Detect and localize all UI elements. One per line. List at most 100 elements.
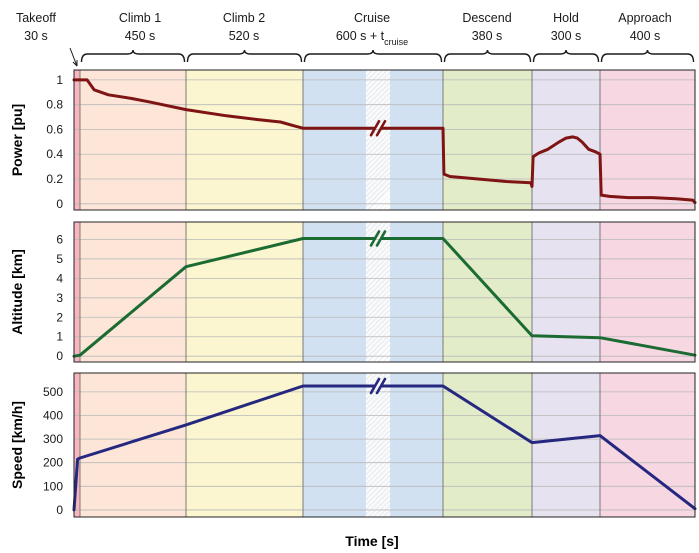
phase-background-takeoff <box>74 70 80 210</box>
ytick-label-altitude: 3 <box>56 291 63 305</box>
power-point <box>532 156 534 158</box>
ytick-label-altitude: 4 <box>56 271 63 285</box>
altitude-break-marker <box>369 230 381 247</box>
ytick-label-speed: 500 <box>43 385 63 399</box>
phase-duration-subscript: cruise <box>384 37 408 47</box>
gap-hatch-line <box>365 462 391 488</box>
gap-hatch-line <box>365 241 391 267</box>
ytick-label-altitude: 0 <box>56 349 63 363</box>
ytick-label-power: 1 <box>56 73 63 87</box>
gap-hatch-line <box>365 281 391 307</box>
y-axis-label-altitude: Altitude [km] <box>9 249 25 335</box>
grid-layer <box>74 70 695 517</box>
gap-hatch-line <box>365 251 391 277</box>
gap-hatch-line <box>365 472 391 498</box>
phase-background-climb-1 <box>80 70 186 210</box>
altitude-point <box>531 335 533 337</box>
gap-hatch-line <box>365 169 391 195</box>
gap-hatch-line <box>365 94 391 120</box>
power-point <box>530 182 532 184</box>
power-point <box>651 197 653 199</box>
gap-hatch-line <box>365 331 391 357</box>
speed-point <box>599 435 601 437</box>
ytick-label-speed: 200 <box>43 456 63 470</box>
phase-brace-descend <box>443 49 532 63</box>
phase-name-label: Climb 2 <box>223 11 265 25</box>
ytick-label-speed: 400 <box>43 408 63 422</box>
gap-hatch-line <box>365 432 391 458</box>
phase-name-label: Hold <box>553 11 579 25</box>
speed-point <box>77 458 79 460</box>
tick-label-layer: 0 0.2 0.4 0.6 0.8 1 0 1 2 3 4 5 6 0 100 200 300 400 500 <box>43 73 63 517</box>
gap-hatch-line <box>365 184 391 210</box>
gap-hatch-line <box>365 452 391 478</box>
gap-hatch-line <box>365 89 391 115</box>
power-point <box>477 178 479 180</box>
phase-background-hold <box>532 70 600 210</box>
phase-background-takeoff <box>74 373 80 517</box>
power-point <box>150 101 152 103</box>
gap-hatch-line <box>365 321 391 347</box>
ytick-label-speed: 100 <box>43 479 63 493</box>
phase-background-approach <box>600 70 695 210</box>
power-point <box>627 197 630 199</box>
gap-hatch-line <box>365 74 391 100</box>
power-point <box>225 115 228 117</box>
panel-frame-altitude <box>73 221 696 363</box>
gap-hatch-line <box>365 139 391 165</box>
power-point <box>86 79 88 81</box>
power-point <box>302 127 304 129</box>
gap-hatch-line <box>365 291 391 317</box>
phase-background-layer <box>74 69 695 533</box>
power-point <box>588 148 590 150</box>
power-point <box>442 127 444 129</box>
gap-hatch-line <box>365 507 391 533</box>
gap-hatch-line <box>365 422 391 448</box>
gap-hatch-line <box>365 104 391 130</box>
gap-hatch-line <box>365 306 391 332</box>
gap-hatch-line <box>365 477 391 503</box>
speed-break-marker <box>375 377 387 395</box>
gap-hatch-line <box>365 79 391 105</box>
gap-hatch-line <box>365 397 391 423</box>
gap-hatch-line <box>365 412 391 438</box>
gap-hatch-line <box>365 417 391 443</box>
ytick-label-power: 0.4 <box>46 147 63 161</box>
x-axis-label: Time [s] <box>345 533 398 549</box>
phase-brace-climb-1 <box>80 49 186 63</box>
speed-point <box>185 424 187 426</box>
power-point <box>93 89 95 91</box>
phase-name-label: Takeoff <box>16 11 57 25</box>
gap-hatch-line <box>365 392 391 418</box>
altitude-break-marker <box>375 230 387 247</box>
gap-hatch-line <box>365 447 391 473</box>
phase-name-label: Cruise <box>354 11 390 25</box>
gap-hatch-line <box>365 286 391 312</box>
power-point <box>599 153 601 155</box>
gap-hatch-line <box>365 256 391 282</box>
phase-brace-cruise <box>303 49 443 63</box>
power-point <box>558 141 560 143</box>
gap-hatch-line <box>365 164 391 190</box>
power-line-before-break <box>72 78 376 130</box>
gap-hatch-line <box>365 482 391 508</box>
speed-point <box>79 457 81 459</box>
phase-background-descend <box>443 222 532 362</box>
gap-hatch-line <box>365 99 391 125</box>
ytick-label-altitude: 2 <box>56 310 63 324</box>
gap-hatch-line <box>365 437 391 463</box>
takeoff-pointer <box>69 47 78 67</box>
ytick-label-power: 0 <box>56 197 63 211</box>
power-point <box>293 125 295 127</box>
speed-point <box>442 385 444 387</box>
power-point <box>107 94 109 96</box>
phase-brace-hold <box>532 49 600 63</box>
takeoff-pointer-head <box>72 60 78 67</box>
ytick-label-power: 0.8 <box>46 98 63 112</box>
phase-duration-label: 520 s <box>229 29 260 43</box>
phase-background-hold <box>532 222 600 362</box>
gap-hatch-line <box>365 457 391 483</box>
phase-duration-label: 380 s <box>472 29 503 43</box>
gap-hatch-line <box>365 502 391 528</box>
ytick-label-speed: 300 <box>43 432 63 446</box>
